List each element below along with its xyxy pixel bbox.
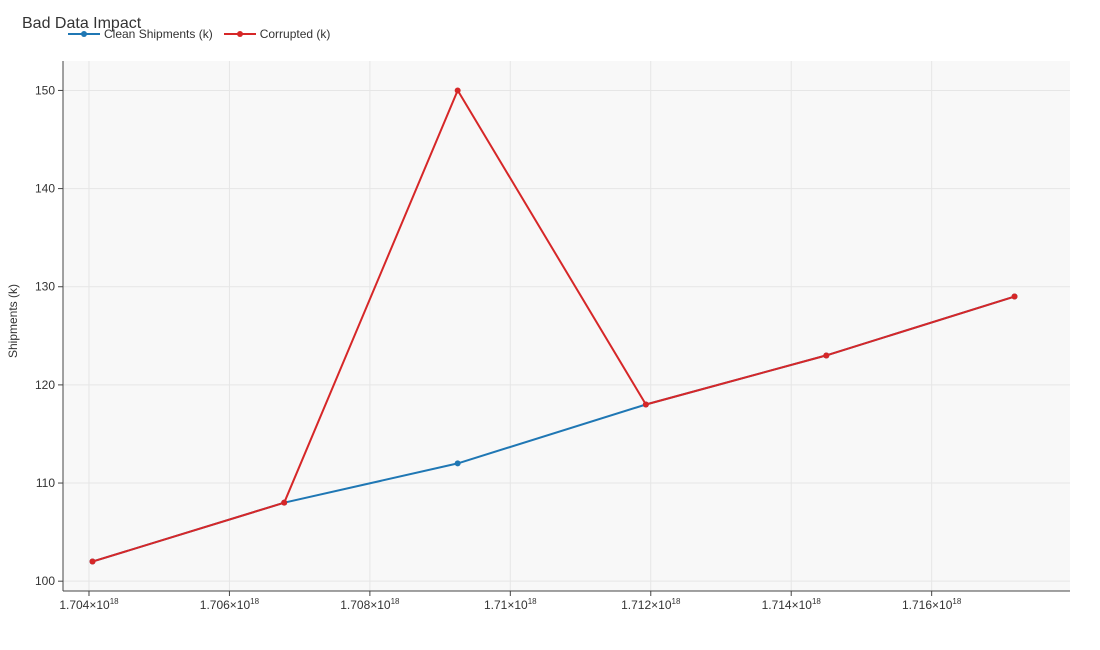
y-axis-label: Shipments (k) <box>6 284 20 358</box>
data-point-1-1[interactable] <box>281 499 288 506</box>
legend-swatch-corrupted <box>223 31 256 37</box>
x-tick-label: 1.706×1018 <box>200 597 260 612</box>
y-tick-label: 110 <box>36 476 55 490</box>
data-point-1-5[interactable] <box>1011 293 1018 300</box>
x-tick-label: 1.71×1018 <box>484 597 537 612</box>
y-tick-label: 120 <box>35 378 55 392</box>
legend-swatch-clean <box>68 31 100 37</box>
data-point-0-2[interactable] <box>454 460 461 467</box>
axes: 1.704×1018 1.706×1018 1.708×1018 1.71×1018 1… <box>35 61 1070 612</box>
x-tick-label: 1.708×1018 <box>340 597 400 612</box>
y-tick-label: 130 <box>35 280 55 294</box>
x-tick-label: 1.712×1018 <box>621 597 681 612</box>
data-point-1-4[interactable] <box>823 352 830 359</box>
y-tick-label: 100 <box>35 574 55 588</box>
legend-item-clean[interactable]: Clean Shipments (k) <box>68 27 213 41</box>
data-point-1-3[interactable] <box>642 401 649 408</box>
legend: Clean Shipments (k) Corrupted (k) <box>68 27 341 41</box>
legend-label-clean: Clean Shipments (k) <box>104 27 213 41</box>
grid <box>63 61 1070 591</box>
plot-area <box>63 61 1070 591</box>
x-tick-label: 1.704×1018 <box>59 597 119 612</box>
chart-title: Bad Data Impact <box>22 15 142 32</box>
series-line-1[interactable] <box>92 89 1015 563</box>
data-point-1-0[interactable] <box>89 558 96 565</box>
legend-label-corrupted: Corrupted (k) <box>259 27 331 41</box>
series-layer <box>89 87 1018 565</box>
legend-item-corrupted[interactable]: Corrupted (k) <box>223 27 331 41</box>
data-point-1-2[interactable] <box>454 87 461 94</box>
y-tick-label: 140 <box>35 182 55 196</box>
x-tick-label: 1.716×1018 <box>902 597 962 612</box>
y-tick-label: 150 <box>35 83 55 97</box>
x-tick-label: 1.714×1018 <box>762 597 822 612</box>
